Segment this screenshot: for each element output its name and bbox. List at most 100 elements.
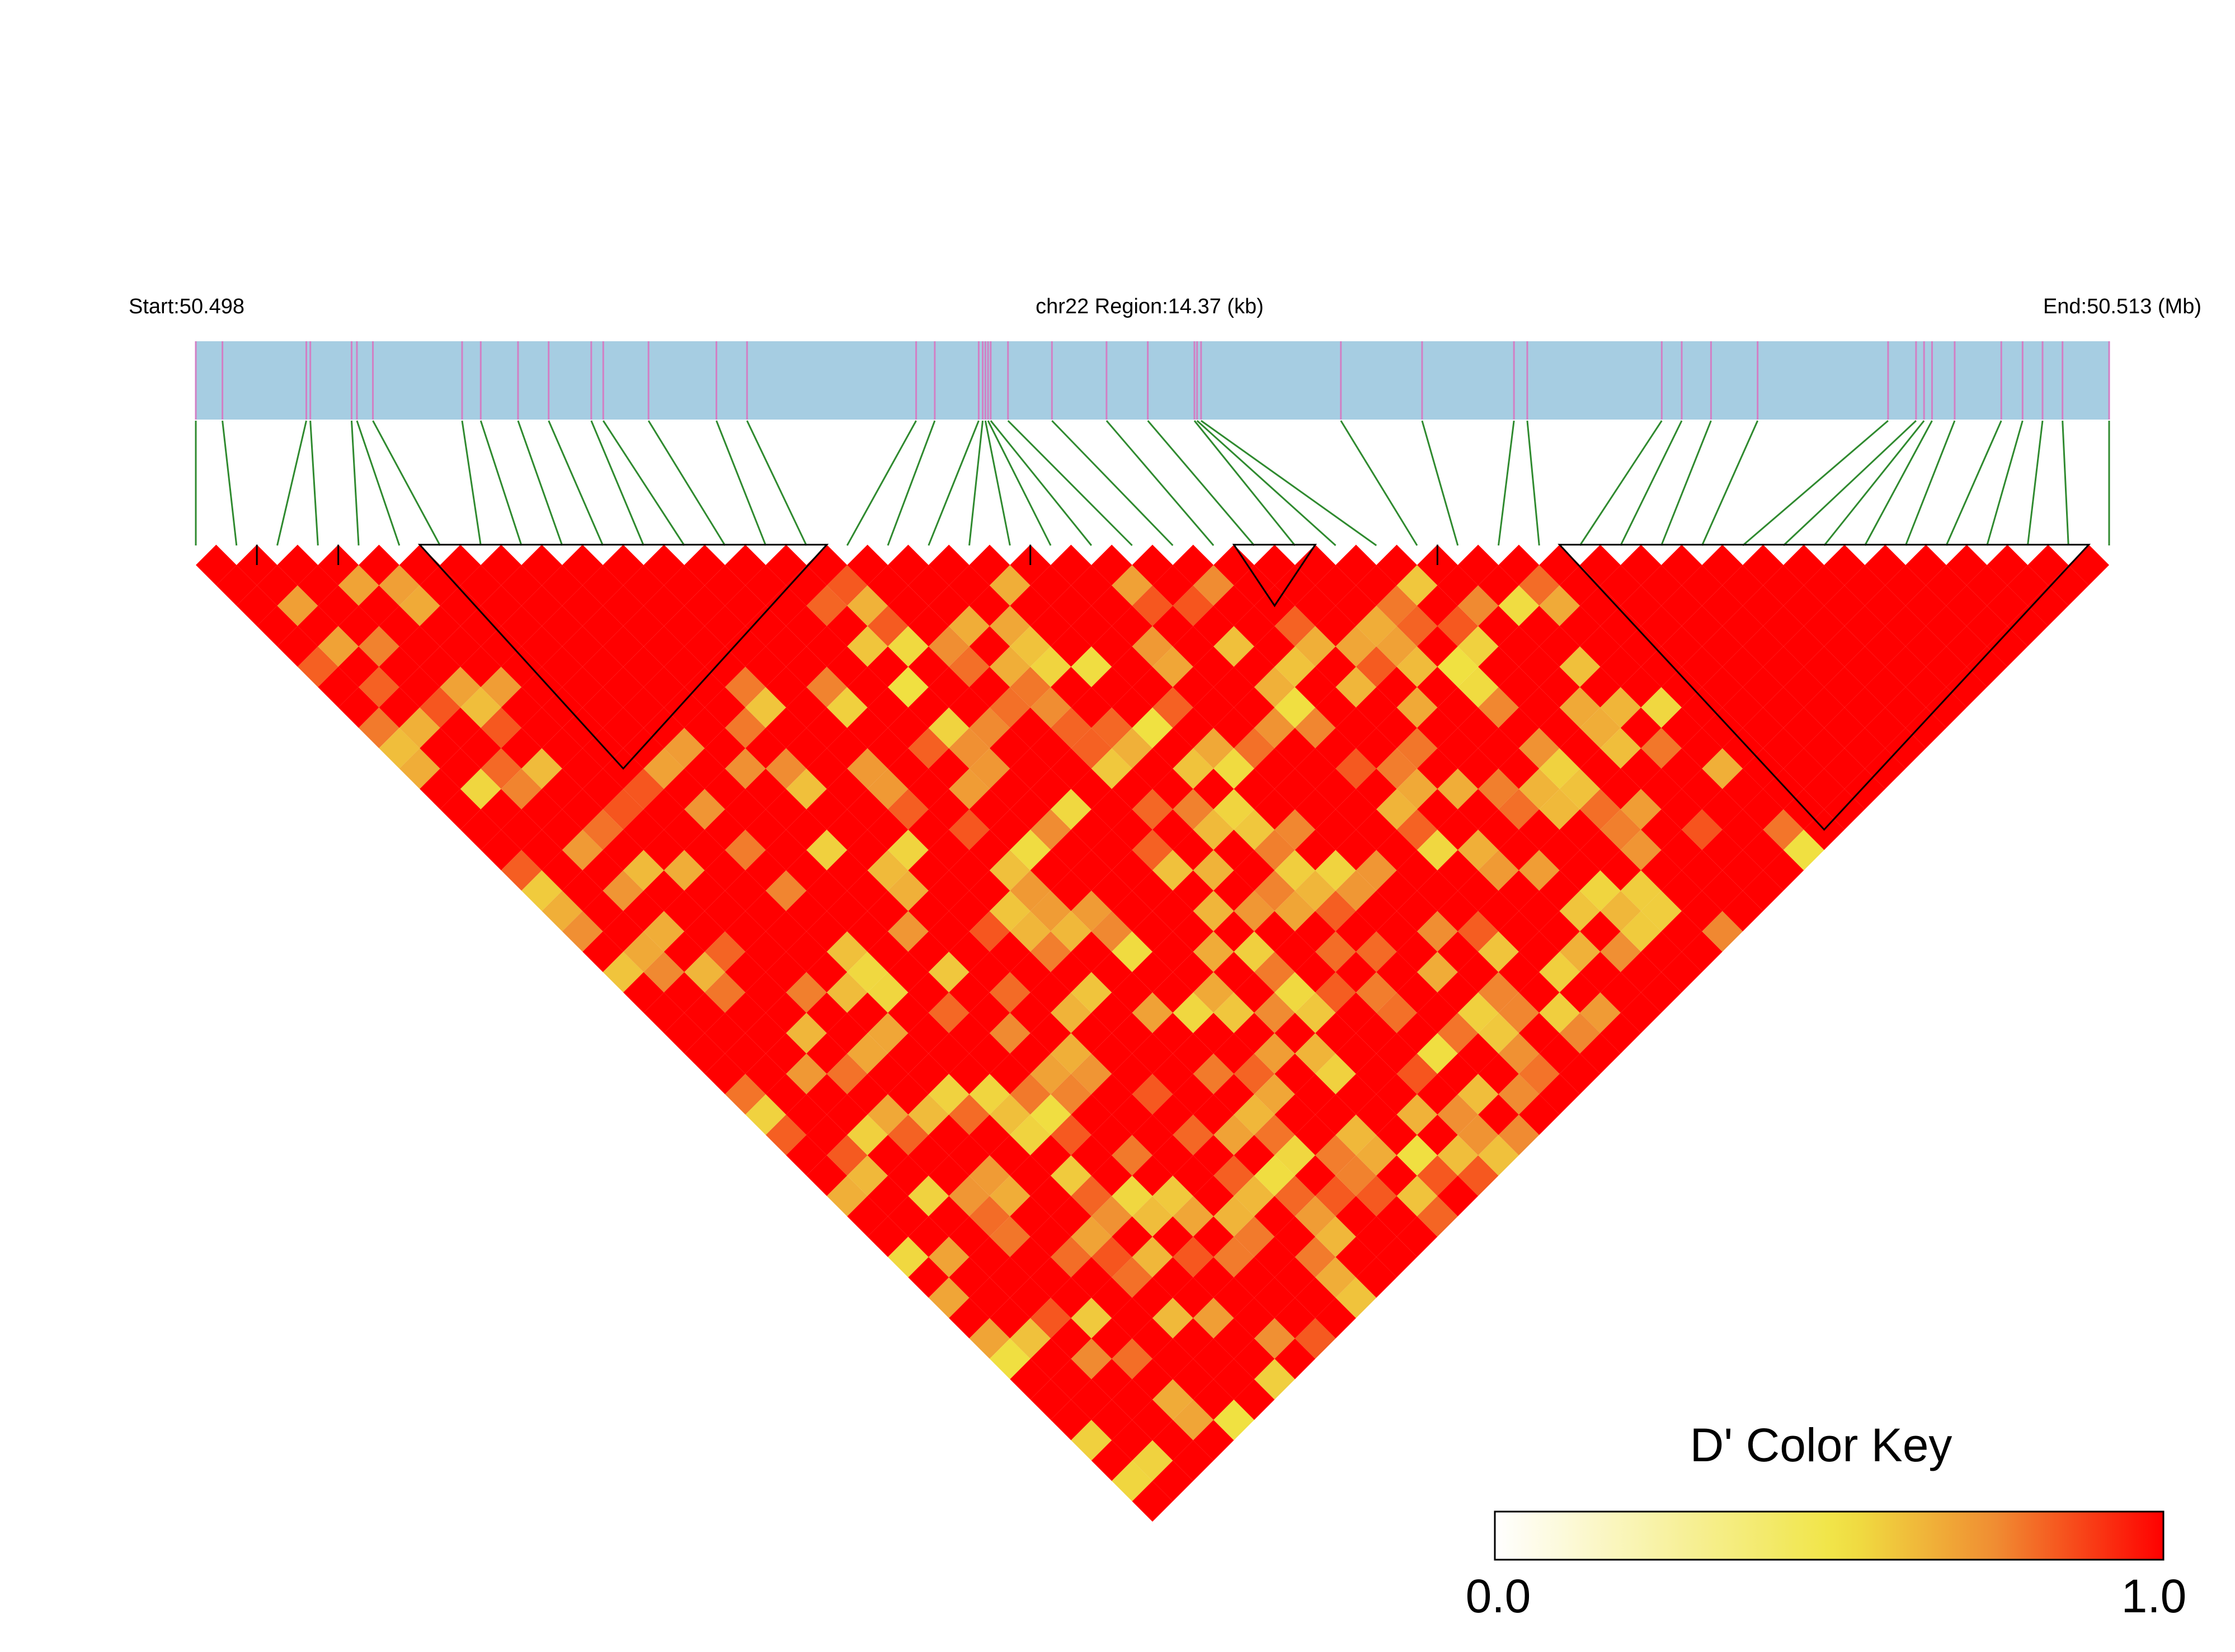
ld-cell (969, 829, 1010, 870)
ld-cell (1051, 1033, 1091, 1074)
snp-connector-line (479, 420, 523, 546)
ld-cell (1946, 626, 1987, 667)
ld-cell (745, 1094, 787, 1135)
ld-cell (1132, 585, 1173, 627)
ld-cell (2048, 565, 2089, 606)
ld-cell (1213, 829, 1254, 870)
ld-cell (1702, 789, 1743, 830)
ld-cell (1376, 789, 1417, 830)
ld-cell (1193, 931, 1234, 972)
ld-cell (603, 952, 644, 993)
ld-cell (786, 1135, 827, 1176)
ld-cell (257, 605, 298, 647)
ld-cell (521, 707, 562, 749)
ld-cell (1518, 809, 1560, 850)
ld-cell (1295, 789, 1336, 830)
ld-cell (888, 1155, 929, 1196)
ld-cell (1946, 666, 1987, 708)
ld-cell (318, 666, 359, 708)
ld-cell (1845, 646, 1885, 688)
ld-cell (704, 605, 746, 647)
ld-cell (1071, 1216, 1112, 1258)
ld-cell (949, 1257, 990, 1298)
ld-cell (847, 1155, 888, 1196)
ld-cell (623, 605, 664, 647)
ld-cell (989, 1257, 1031, 1298)
ld-cell (949, 728, 990, 769)
ld-cell (1295, 829, 1336, 870)
ld-cell (440, 789, 481, 830)
ld-cell (1173, 789, 1214, 830)
ld-cell (359, 544, 399, 586)
ld-cell (1071, 1175, 1112, 1217)
ld-cell (664, 565, 705, 606)
ld-cell (1173, 1074, 1214, 1115)
ld-cell (949, 1216, 990, 1258)
ld-cell (1315, 809, 1356, 850)
snp-connector-line (1147, 420, 1255, 546)
ld-cell (1580, 829, 1621, 870)
ld-cell (1437, 972, 1479, 1013)
ld-cell (1051, 952, 1091, 993)
ld-cell (949, 1053, 990, 1094)
ld-cell (1274, 768, 1316, 809)
ld-cell (481, 585, 522, 627)
ld-cell (949, 687, 990, 728)
ld-cell (1498, 1074, 1540, 1115)
ld-cell (1071, 1297, 1112, 1339)
ld-cell (1518, 1013, 1560, 1054)
ld-cell (1804, 646, 1845, 688)
ld-cell (460, 605, 501, 647)
ld-cell (867, 768, 909, 809)
ld-cell (826, 1135, 868, 1176)
ld-cell (582, 931, 624, 972)
ld-cell (623, 850, 664, 891)
ld-cell (1376, 1074, 1417, 1115)
ld-cell (1071, 687, 1112, 728)
ld-cell (297, 646, 338, 688)
ld-cell (1051, 1318, 1091, 1359)
snp-connector-line (928, 420, 980, 546)
snp-connector-line (716, 420, 767, 546)
ld-cell (1620, 789, 1662, 830)
ld-cell (1641, 565, 1682, 606)
ld-cell (1641, 850, 1682, 891)
ld-cell (1641, 728, 1682, 769)
ld-cell (1376, 1114, 1417, 1156)
ld-cell (1173, 1033, 1214, 1074)
ld-cell (562, 870, 603, 911)
ld-cell (1437, 1094, 1479, 1135)
ld-cell (1987, 544, 2028, 586)
ld-cell (1234, 931, 1275, 972)
ld-cell (1071, 1338, 1112, 1380)
ld-cell (1457, 1114, 1499, 1156)
ld-cell (542, 768, 583, 809)
ld-cell (1559, 1013, 1601, 1054)
ld-cell (1457, 789, 1499, 830)
ld-cell (724, 992, 766, 1033)
ld-cell (1071, 605, 1112, 647)
ld-cell (1173, 626, 1214, 667)
ld-cell (1763, 565, 1804, 606)
ld-cell (949, 972, 990, 1013)
ld-cell (888, 748, 929, 789)
ld-cell (1091, 544, 1132, 586)
ld-cell (949, 891, 990, 931)
ld-cell (1804, 728, 1845, 769)
ld-cell (1376, 911, 1417, 952)
ld-cell (1234, 565, 1275, 606)
ld-cell (1580, 707, 1621, 749)
ld-cell (1396, 768, 1438, 809)
ld-cell (1234, 809, 1275, 850)
snp-connector-line (1904, 420, 1956, 546)
ld-cell (1213, 1236, 1254, 1278)
ld-cell (1152, 1460, 1193, 1502)
ld-cell (1010, 1155, 1051, 1196)
snp-connector-line (984, 420, 1011, 546)
ld-cell (1396, 1135, 1438, 1176)
ld-cell (1051, 748, 1091, 789)
ld-cell (1783, 707, 1824, 749)
ld-cell (1173, 1277, 1214, 1319)
snp-connector-line (1051, 420, 1174, 547)
